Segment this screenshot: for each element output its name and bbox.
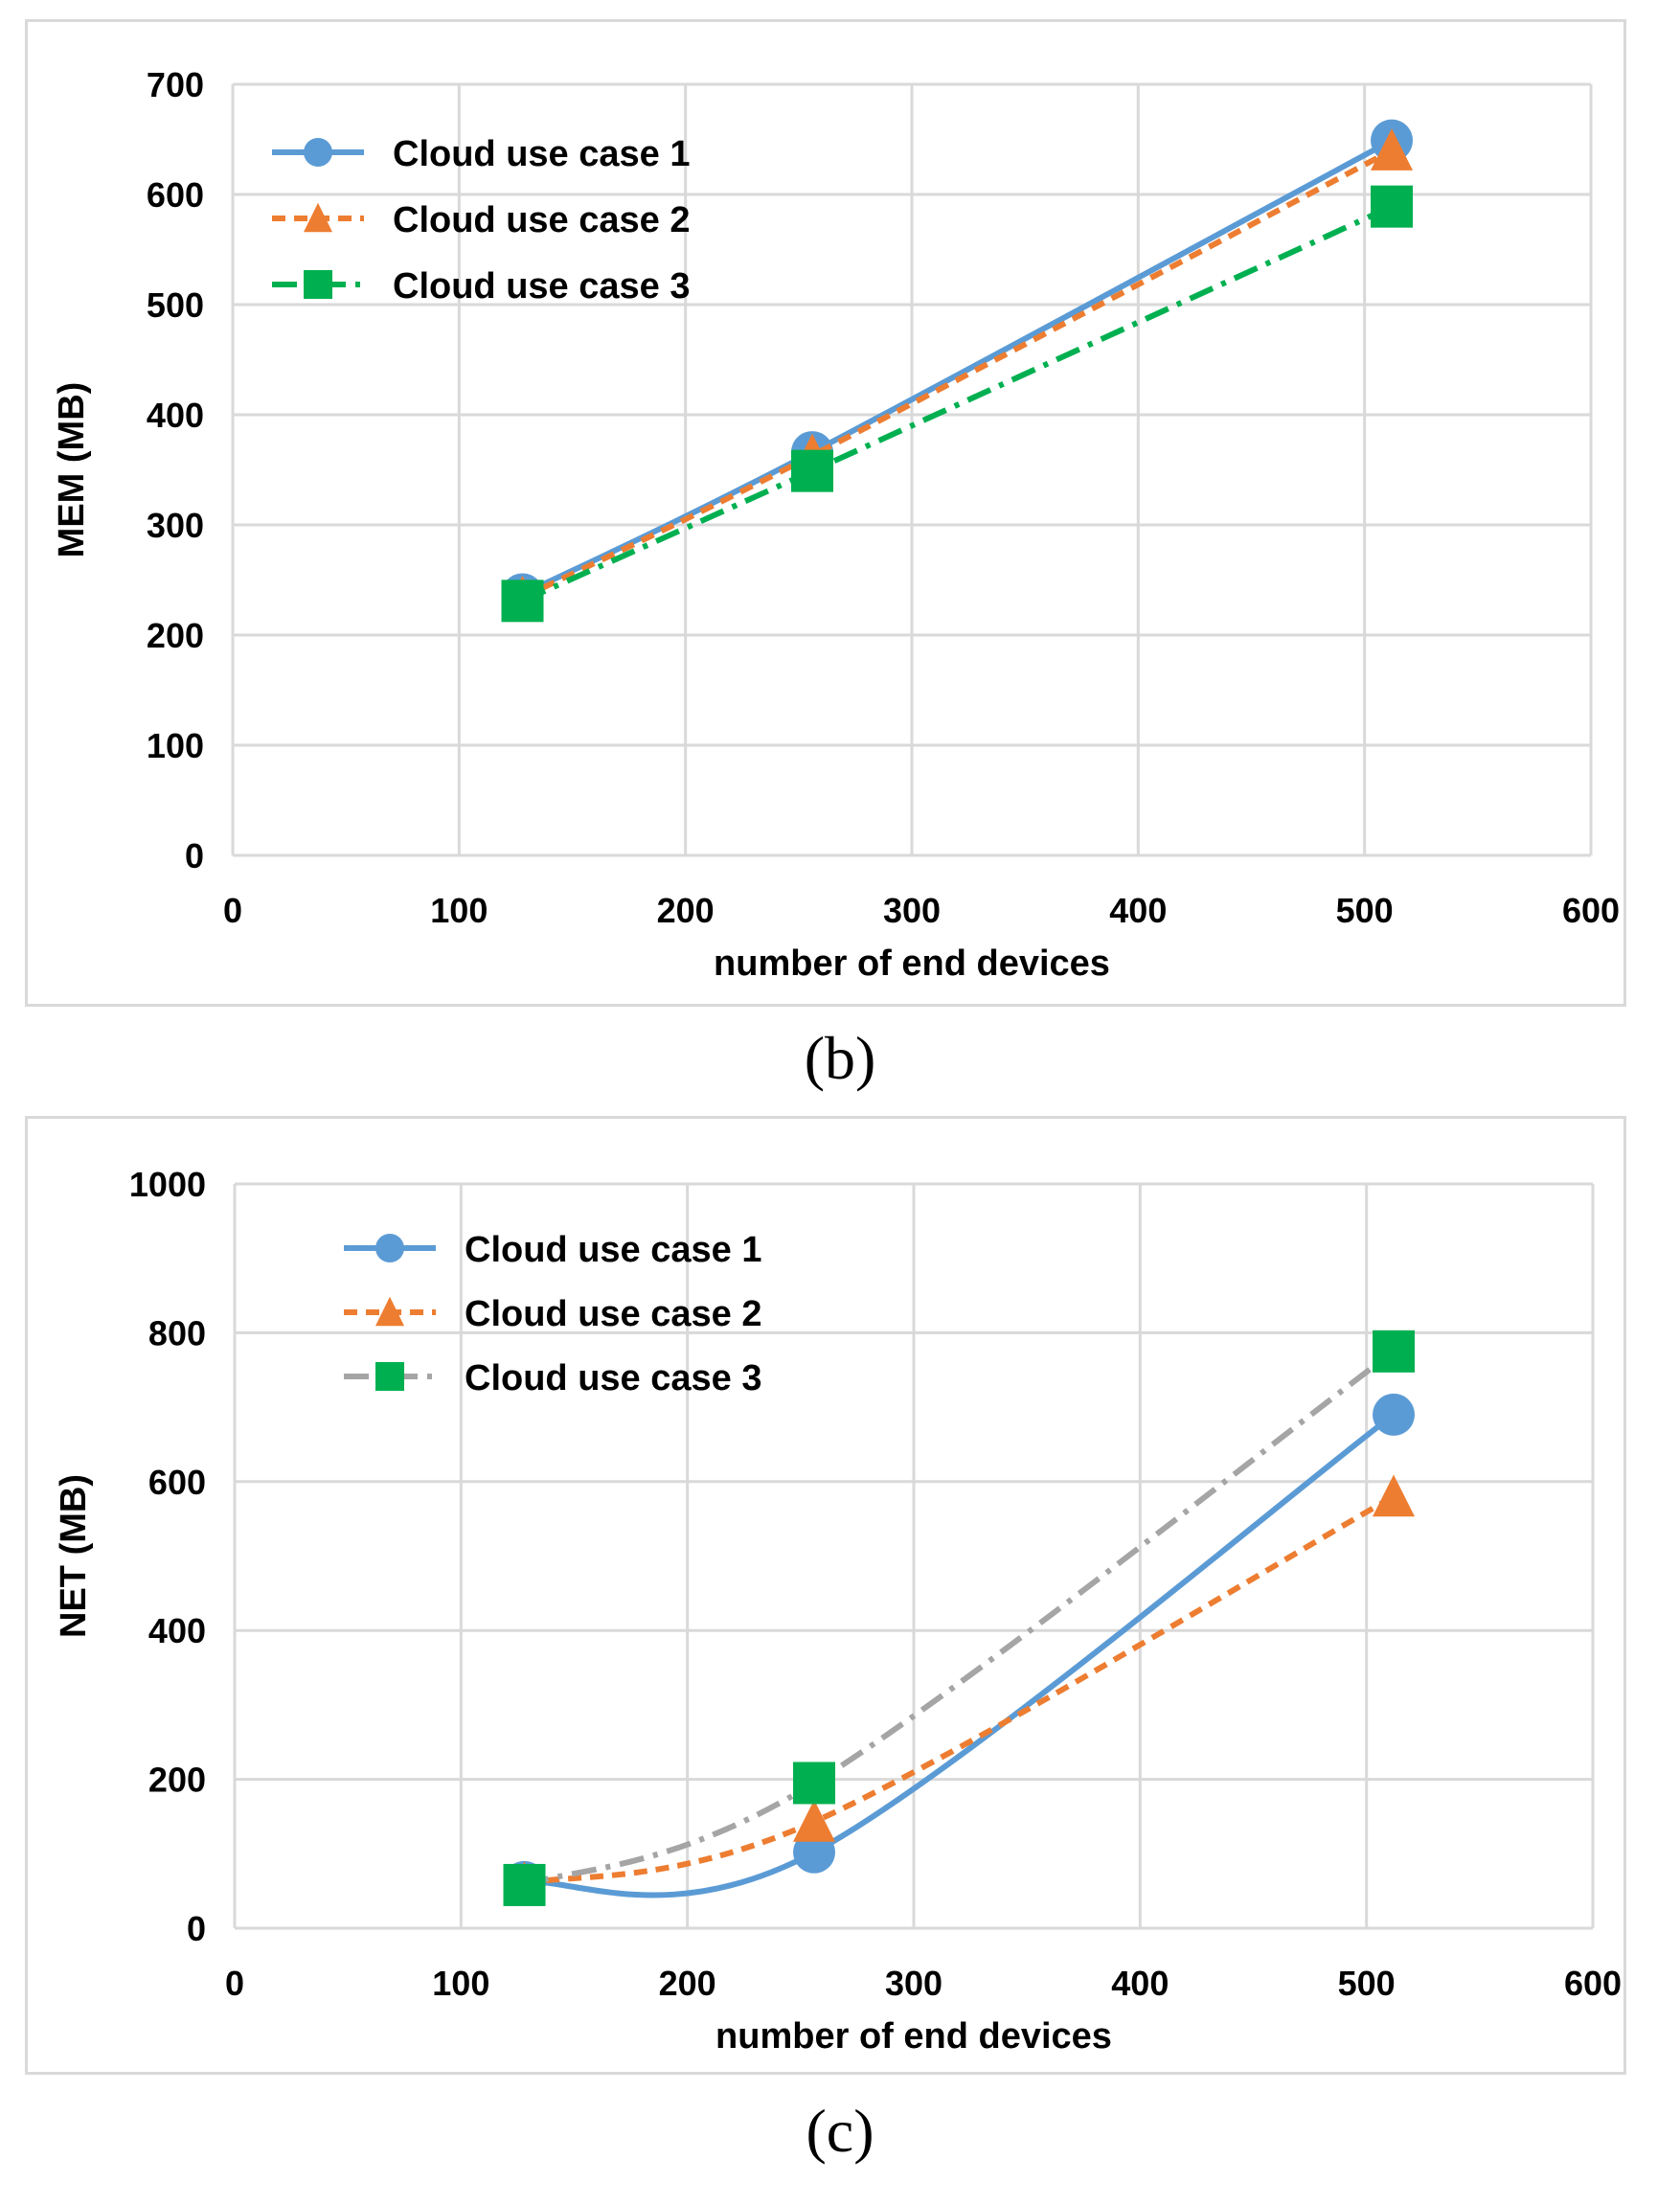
y-tick-label: 100 <box>147 726 204 765</box>
legend-marker <box>375 1234 404 1262</box>
caption-b: (b) <box>804 1024 876 1092</box>
y-tick-label: 700 <box>147 65 204 104</box>
data-point <box>793 1799 836 1842</box>
x-axis-label: number of end devices <box>714 943 1110 984</box>
legend-label: Cloud use case 1 <box>465 1230 761 1270</box>
legend-marker <box>375 1296 404 1327</box>
y-axis-label: NET (MB) <box>54 1474 94 1638</box>
x-tick-label: 400 <box>1109 891 1167 930</box>
legend-marker <box>304 202 332 233</box>
y-axis-label: MEM (MB) <box>52 382 92 558</box>
chart-c: 0 200 400 600 800 1000 0 100 200 300 400 500 600 numb… <box>54 1165 1622 2057</box>
series-1 <box>503 1393 1416 1903</box>
data-point <box>1373 1393 1416 1436</box>
x-tick-label: 600 <box>1564 1964 1622 2003</box>
series-line <box>523 1349 1396 1888</box>
gridlines <box>233 1182 1595 1930</box>
x-tick-label: 100 <box>430 891 488 930</box>
data-point <box>1371 128 1414 170</box>
series-line <box>521 138 1394 598</box>
y-tick-label: 0 <box>187 1909 206 1948</box>
series-3 <box>503 1330 1416 1906</box>
y-tick-label: 400 <box>147 396 204 435</box>
series-2 <box>503 1474 1416 1904</box>
x-tick-label: 200 <box>659 1964 716 2003</box>
legend-label: Cloud use case 2 <box>393 200 690 240</box>
data-point <box>1371 185 1414 228</box>
x-tick-label: 100 <box>432 1964 489 2003</box>
y-tick-label: 200 <box>147 616 204 655</box>
gridlines <box>231 82 1593 857</box>
data-point <box>1373 1474 1416 1517</box>
legend-label: Cloud use case 3 <box>465 1358 761 1398</box>
y-tick-label: 300 <box>147 506 204 545</box>
y-tick-label: 600 <box>147 175 204 215</box>
data-point <box>793 1762 836 1805</box>
chart-panel-b: 0 100 200 300 400 500 600 700 0 100 200 300 400 500 60… <box>25 19 1626 1007</box>
x-tick-label: 600 <box>1562 891 1620 930</box>
data-point <box>791 449 834 492</box>
y-tick-label: 400 <box>148 1611 206 1650</box>
x-tick-label: 300 <box>885 1964 942 2003</box>
chart-panel-c: 0 200 400 600 800 1000 0 100 200 300 400 500 600 numb… <box>25 1116 1626 2075</box>
x-tick-label: 400 <box>1111 1964 1169 2003</box>
series-line <box>521 203 1394 604</box>
x-axis-label: number of end devices <box>715 2016 1112 2057</box>
legend-marker <box>375 1362 404 1391</box>
x-tick-label: 500 <box>1336 891 1394 930</box>
x-tick-label: 200 <box>657 891 715 930</box>
legend-item: Cloud use case 2 <box>344 1294 761 1334</box>
x-tick-label: 0 <box>225 1964 244 2003</box>
y-tick-label: 200 <box>148 1761 206 1800</box>
legend-item: Cloud use case 1 <box>344 1230 761 1270</box>
series-line <box>523 1493 1396 1887</box>
legend-item: Cloud use case 1 <box>272 134 690 174</box>
legend-label: Cloud use case 3 <box>393 266 690 307</box>
legend: Cloud use case 1 Cloud use case 2 Cloud us… <box>272 134 690 307</box>
x-tick-label: 0 <box>223 891 242 930</box>
data-point <box>1373 1330 1416 1373</box>
data-point <box>503 1863 546 1906</box>
series-line <box>524 1412 1396 1898</box>
legend: Cloud use case 1 Cloud use case 2 Cloud us… <box>344 1230 761 1398</box>
series-3 <box>501 185 1414 623</box>
x-tick-label: 300 <box>883 891 941 930</box>
y-tick-label: 500 <box>147 285 204 325</box>
legend-item: Cloud use case 2 <box>272 200 690 240</box>
y-tick-label: 600 <box>148 1463 206 1502</box>
caption-c: (c) <box>806 2097 874 2165</box>
chart-b: 0 100 200 300 400 500 600 700 0 100 200 300 400 500 60… <box>52 65 1620 984</box>
legend-item: Cloud use case 3 <box>272 266 690 307</box>
legend-marker <box>304 270 332 299</box>
y-tick-label: 1000 <box>129 1165 206 1204</box>
legend-marker <box>304 138 332 167</box>
legend-item: Cloud use case 3 <box>344 1358 761 1398</box>
y-tick-label: 0 <box>185 836 204 875</box>
x-tick-label: 500 <box>1338 1964 1396 2003</box>
legend-label: Cloud use case 1 <box>393 134 690 174</box>
y-tick-label: 800 <box>148 1313 206 1353</box>
legend-label: Cloud use case 2 <box>465 1294 761 1334</box>
series-line <box>521 148 1394 601</box>
data-point <box>501 580 544 623</box>
